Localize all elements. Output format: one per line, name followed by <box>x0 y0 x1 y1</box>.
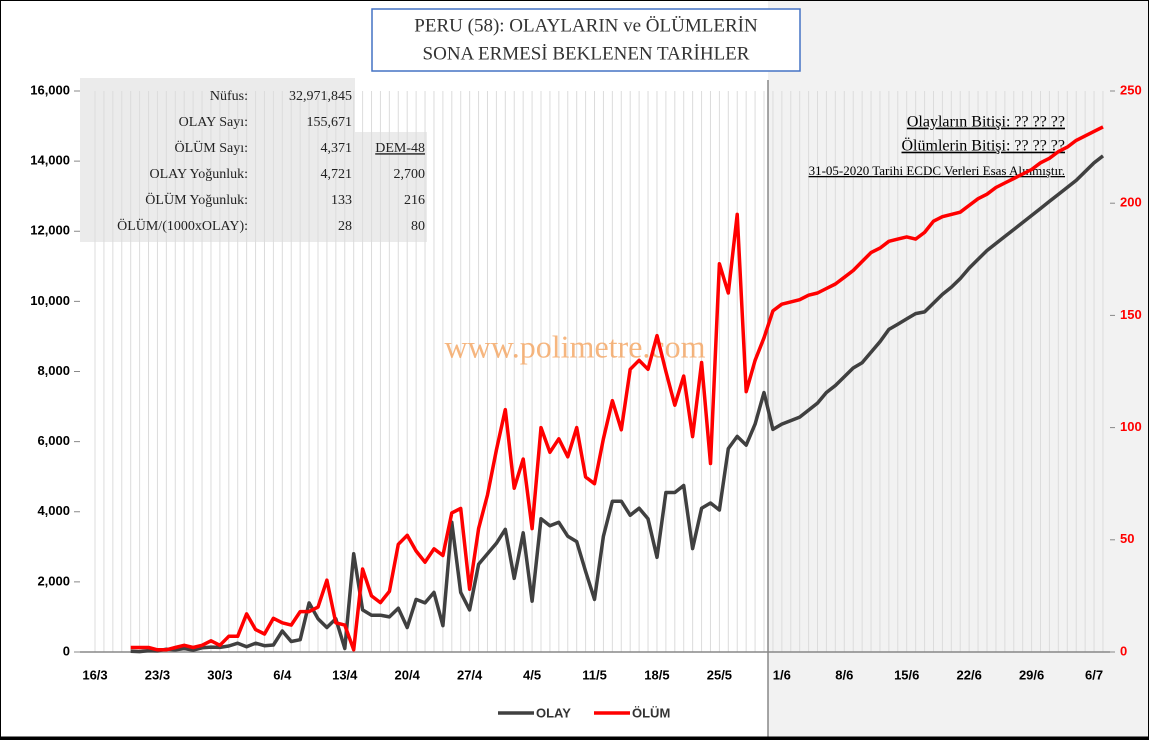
forecast-area <box>768 1 1148 737</box>
x-tick-label: 15/6 <box>894 667 919 682</box>
y-tick-label: 4,000 <box>37 503 70 518</box>
y-tick-label: 12,000 <box>30 223 70 238</box>
info-cell: 4,721 <box>321 167 353 182</box>
legend-label: ÖLÜM <box>632 705 670 720</box>
info-cell: 2,700 <box>394 167 426 182</box>
info-cell: ÖLÜM Sayı: <box>175 139 249 156</box>
x-tick-label: 23/3 <box>145 667 170 682</box>
y2-tick-label: 100 <box>1120 419 1142 434</box>
series-line <box>130 154 1105 654</box>
info-cell: 28 <box>338 219 352 234</box>
y2-tick-label: 200 <box>1120 195 1142 210</box>
x-tick-label: 1/6 <box>773 667 791 682</box>
x-tick-label: 13/4 <box>332 667 358 682</box>
info-cell: 4,371 <box>321 141 353 156</box>
series-line <box>130 125 1104 652</box>
x-tick-label: 11/5 <box>582 667 607 682</box>
grid <box>94 91 1104 652</box>
x-tick-label: 4/5 <box>523 667 541 682</box>
y-tick-label: 0 <box>63 643 70 658</box>
annotation: 31-05-2020 Tarihi ECDC Verleri Esas Alın… <box>809 163 1065 178</box>
info-cell: 133 <box>331 193 352 208</box>
x-tick-label: 16/3 <box>82 667 107 682</box>
info-cell: DEM-48 <box>375 141 425 156</box>
info-cell: OLAY Yoğunluk: <box>149 167 248 182</box>
x-tick-label: 27/4 <box>457 667 483 682</box>
y-tick-label: 10,000 <box>30 293 70 308</box>
info-cell: 155,671 <box>307 115 353 130</box>
watermark: www.polimetre.com <box>445 328 706 364</box>
x-tick-label: 29/6 <box>1019 667 1044 682</box>
title-box <box>371 8 801 72</box>
x-tick-label: 22/6 <box>957 667 982 682</box>
annotation: Ölümlerin Bitişi: ?? ?? ?? <box>902 137 1066 155</box>
x-tick-label: 30/3 <box>207 667 232 682</box>
x-tick-label: 8/6 <box>835 667 853 682</box>
legend-label: OLAY <box>536 705 571 720</box>
info-cell: 216 <box>404 193 425 208</box>
x-tick-label: 18/5 <box>644 667 669 682</box>
y2-tick-label: 150 <box>1120 307 1142 322</box>
y2-tick-label: 0 <box>1120 643 1127 658</box>
info-table-bg <box>355 132 427 242</box>
x-tick-label: 20/4 <box>395 667 421 682</box>
info-cell: ÖLÜM Yoğunluk: <box>145 191 248 208</box>
y-tick-label: 14,000 <box>30 153 70 168</box>
info-cell: 80 <box>411 219 425 234</box>
y-tick-label: 6,000 <box>37 433 70 448</box>
y-tick-label: 8,000 <box>37 363 70 378</box>
x-tick-label: 25/5 <box>707 667 732 682</box>
y2-tick-label: 50 <box>1120 531 1134 546</box>
y2-tick-label: 250 <box>1120 82 1142 97</box>
y-tick-label: 16,000 <box>30 82 70 97</box>
info-cell: Nüfus: <box>210 89 248 104</box>
info-cell: ÖLÜM/(1000xOLAY): <box>117 217 248 234</box>
info-cell: OLAY Sayı: <box>179 115 248 130</box>
chart-title: SONA ERMESİ BEKLENEN TARİHLER <box>423 43 750 64</box>
x-tick-label: 6/4 <box>273 667 292 682</box>
info-cell: 32,971,845 <box>289 89 352 104</box>
annotation: Olayların Bitişi: ?? ?? ?? <box>907 114 1065 131</box>
chart-title: PERU (58): OLAYLARIN ve ÖLÜMLERİN <box>414 15 758 36</box>
x-tick-label: 6/7 <box>1085 667 1103 682</box>
y-tick-label: 2,000 <box>37 573 70 588</box>
